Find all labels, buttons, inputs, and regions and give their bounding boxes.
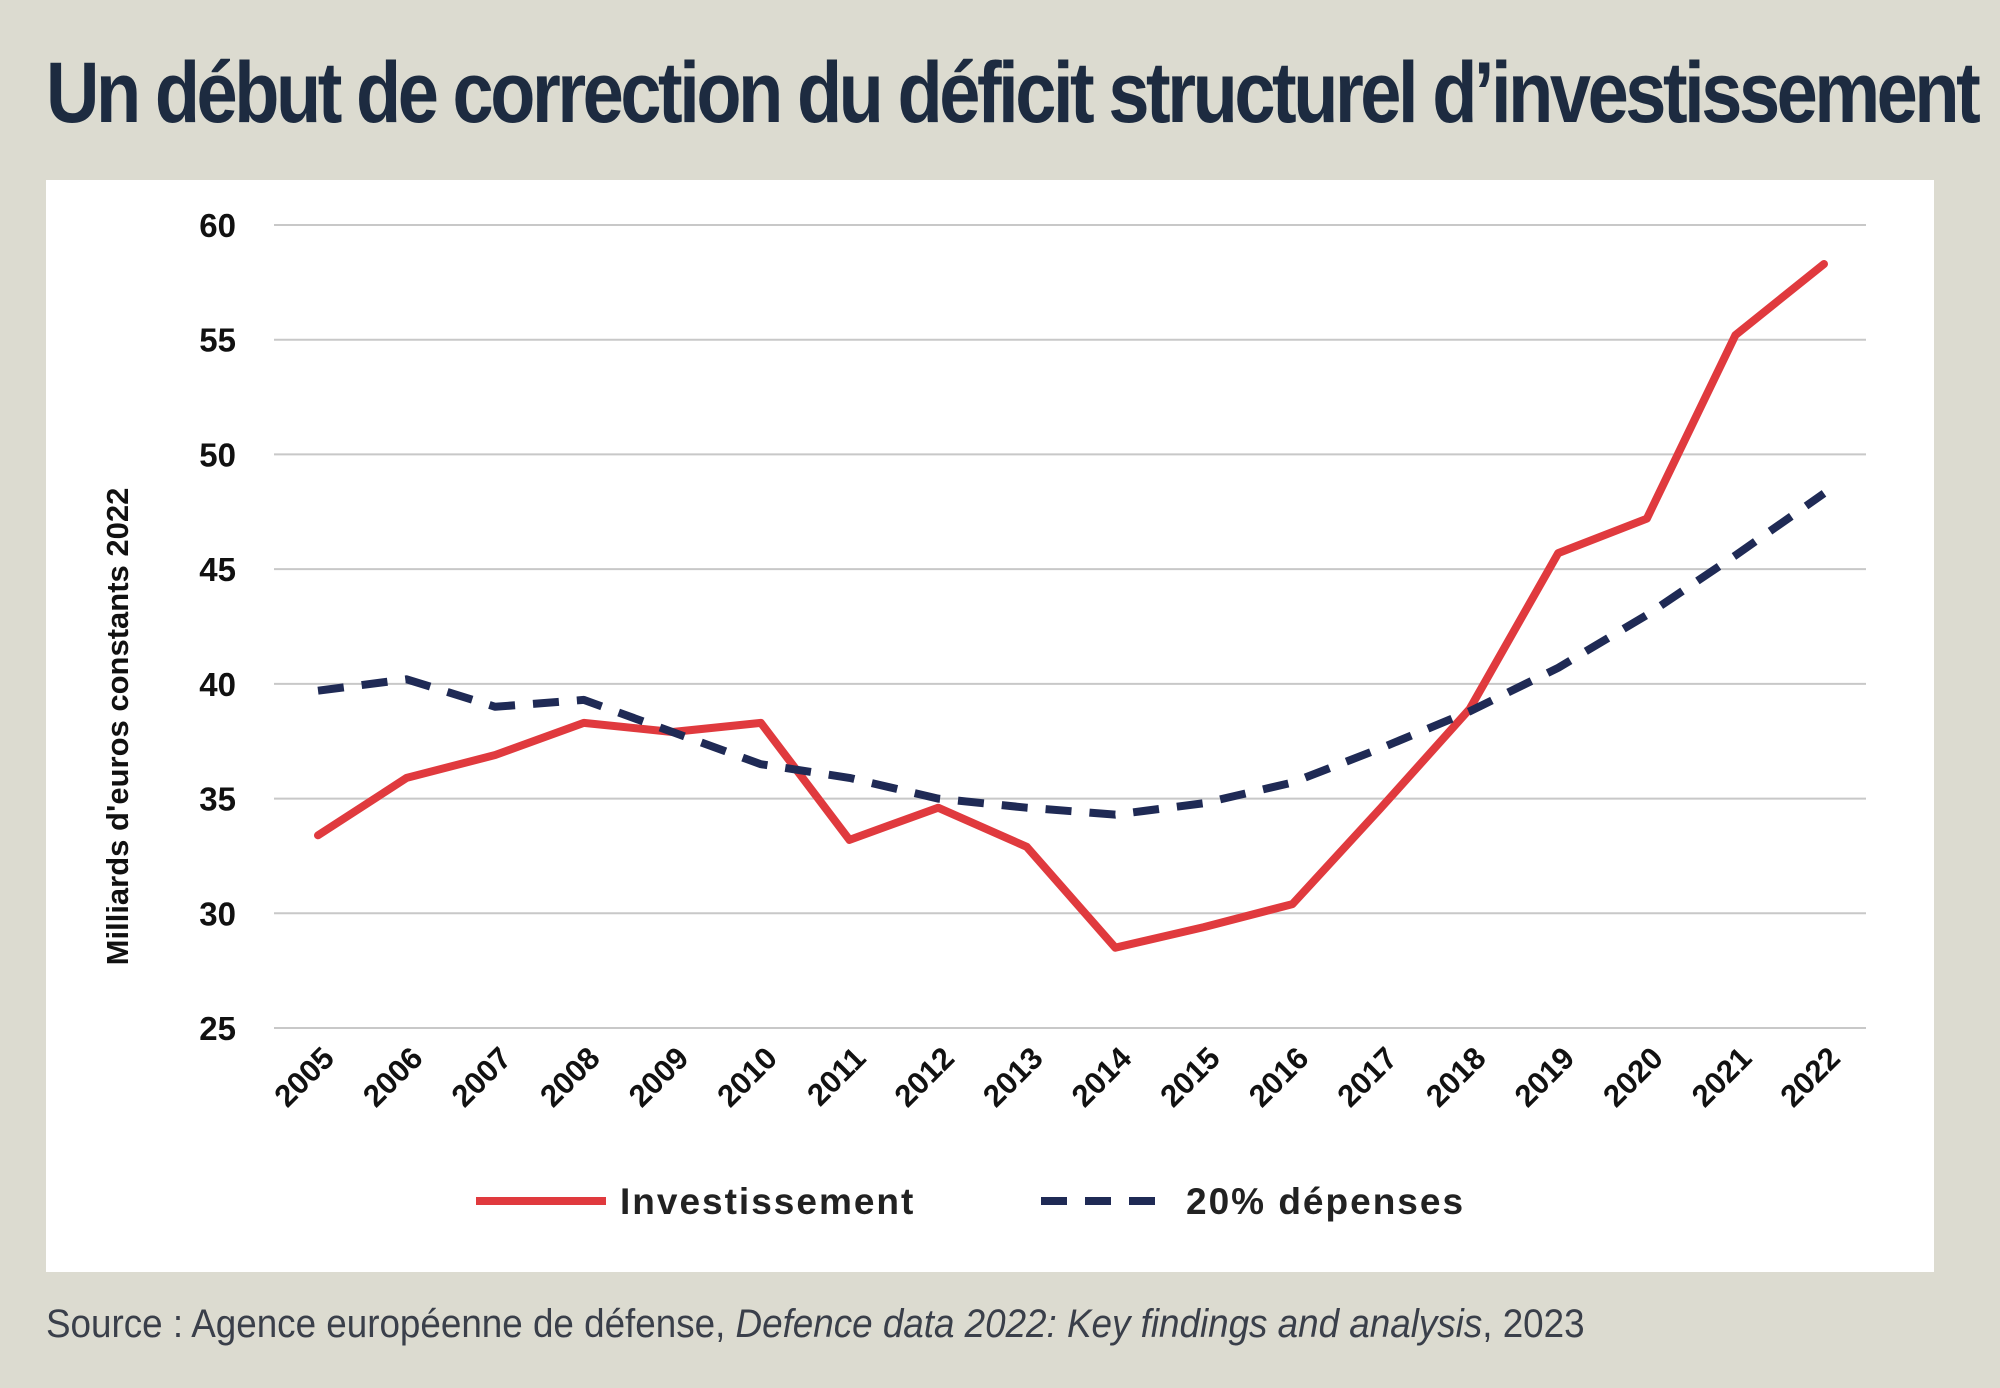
- x-tick-label: 2014: [1065, 1040, 1139, 1114]
- series-line-investissement: [314, 260, 1828, 952]
- x-tick-label: 2011: [800, 1040, 872, 1112]
- x-tick-label: 2007: [445, 1040, 519, 1114]
- source-note: Source : Agence européenne de défense, D…: [46, 1302, 1585, 1347]
- chart-panel: 25 30 35 40 45 50 55 60 2005 2006 2007 2008 2009 201…: [46, 180, 1934, 1272]
- y-tick-label: 30: [199, 895, 236, 932]
- y-axis-label: Milliards d'euros constants 2022: [100, 488, 135, 966]
- x-tick-label: 2021: [1685, 1040, 1759, 1114]
- series-line-depenses: [317, 490, 1827, 819]
- source-prefix: Source : Agence européenne de défense,: [46, 1302, 736, 1346]
- x-tick-label: 2019: [1508, 1040, 1582, 1114]
- y-tick-label: 40: [199, 666, 236, 703]
- source-title: Defence data 2022: Key findings and anal…: [735, 1302, 1483, 1346]
- x-tick-label: 2010: [710, 1040, 784, 1114]
- x-tick-label: 2008: [533, 1040, 607, 1114]
- x-tick-label: 2009: [622, 1040, 696, 1114]
- chart-title: Un début de correction du déficit struct…: [46, 45, 1981, 141]
- legend: Investissement 20% dépenses: [476, 1181, 1465, 1222]
- gridlines: [274, 224, 1866, 1029]
- legend-label-investissement: Investissement: [620, 1181, 915, 1222]
- x-tick-label: 2006: [356, 1040, 430, 1114]
- x-tick-label: 2012: [888, 1040, 962, 1114]
- source-suffix: , 2023: [1482, 1302, 1585, 1346]
- x-tick-label: 2018: [1419, 1040, 1493, 1114]
- y-axis-ticks: 25 30 35 40 45 50 55 60: [199, 207, 236, 1047]
- x-tick-label: 2015: [1153, 1040, 1227, 1114]
- x-tick-label: 2022: [1773, 1040, 1847, 1114]
- x-axis-ticks: 2005 2006 2007 2008 2009 2010 2011 2012 2013 2014…: [267, 1040, 1847, 1114]
- x-tick-label: 2013: [976, 1040, 1050, 1114]
- x-tick-label: 2005: [267, 1040, 341, 1114]
- x-tick-label: 2016: [1242, 1040, 1316, 1114]
- legend-label-depenses: 20% dépenses: [1186, 1181, 1465, 1222]
- x-tick-label: 2020: [1596, 1040, 1670, 1114]
- y-tick-label: 45: [199, 551, 236, 588]
- y-tick-label: 55: [199, 322, 236, 359]
- y-tick-label: 25: [199, 1010, 236, 1047]
- series-lines: [314, 260, 1828, 952]
- y-tick-label: 60: [199, 207, 236, 244]
- x-tick-label: 2017: [1330, 1040, 1404, 1114]
- y-tick-label: 50: [199, 436, 236, 473]
- y-tick-label: 35: [199, 781, 236, 818]
